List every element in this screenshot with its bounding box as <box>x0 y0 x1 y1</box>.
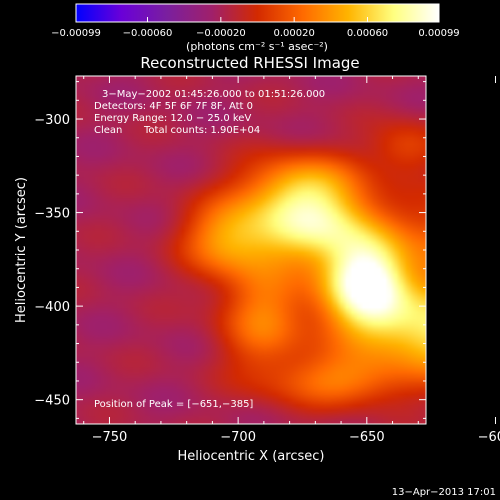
x-tick-label: −750 <box>92 430 128 445</box>
colorbar-tick-label: 0.00060 <box>347 28 388 39</box>
footer-date: 13−Apr−2013 17:01 <box>392 487 496 498</box>
x-axis-ticks: −750 −700 −650 −600 <box>83 76 500 445</box>
annotation-peak-position: Position of Peak = [−651,−385] <box>94 399 253 410</box>
heatmap-image <box>76 76 426 424</box>
colorbar-tick-label: 0.00020 <box>273 28 314 39</box>
heatmap-raster <box>76 76 426 424</box>
y-axis-label: Heliocentric Y (arcsec) <box>14 177 29 323</box>
y-tick-label: −300 <box>34 113 70 128</box>
annotation-energy-range: Energy Range: 12.0 − 25.0 keV <box>94 113 251 124</box>
chart-title: Reconstructed RHESSI Image <box>140 54 359 72</box>
colorbar-bar <box>75 3 440 23</box>
x-tick-label: −650 <box>349 430 385 445</box>
y-tick-label: −450 <box>34 394 70 409</box>
annotation-detectors: Detectors: 4F 5F 6F 7F 8F, Att 0 <box>94 101 253 112</box>
y-axis-ticks: −300 −350 −400 −450 <box>34 81 426 419</box>
annotation-time-range: 3−May−2002 01:45:26.000 to 01:51:26.000 <box>102 89 325 100</box>
y-tick-label: −350 <box>34 207 70 222</box>
colorbar-tick-label: −0.00060 <box>123 28 173 39</box>
colorbar-tick-label: −0.00020 <box>196 28 246 39</box>
plot-annotations: 3−May−2002 01:45:26.000 to 01:51:26.000 … <box>94 89 325 410</box>
x-tick-label: −600 <box>478 430 500 445</box>
y-tick-label: −400 <box>34 300 70 315</box>
colorbar-tick-label: 0.00099 <box>418 28 459 39</box>
x-tick-label: −700 <box>220 430 256 445</box>
annotation-total-counts: Total counts: 1.90E+04 <box>143 125 260 136</box>
x-axis-label: Heliocentric X (arcsec) <box>178 449 325 464</box>
colorbar: −0.00099 −0.00060 −0.00020 0.00020 0.00060 0.… <box>51 3 460 53</box>
colorbar-ticks: −0.00099 −0.00060 −0.00020 0.00020 0.00060 0.… <box>51 17 460 39</box>
colorbar-unit-label: (photons cm⁻² s⁻¹ asec⁻²) <box>186 40 328 53</box>
annotation-method: Clean <box>94 125 122 136</box>
colorbar-tick-label: −0.00099 <box>51 28 101 39</box>
